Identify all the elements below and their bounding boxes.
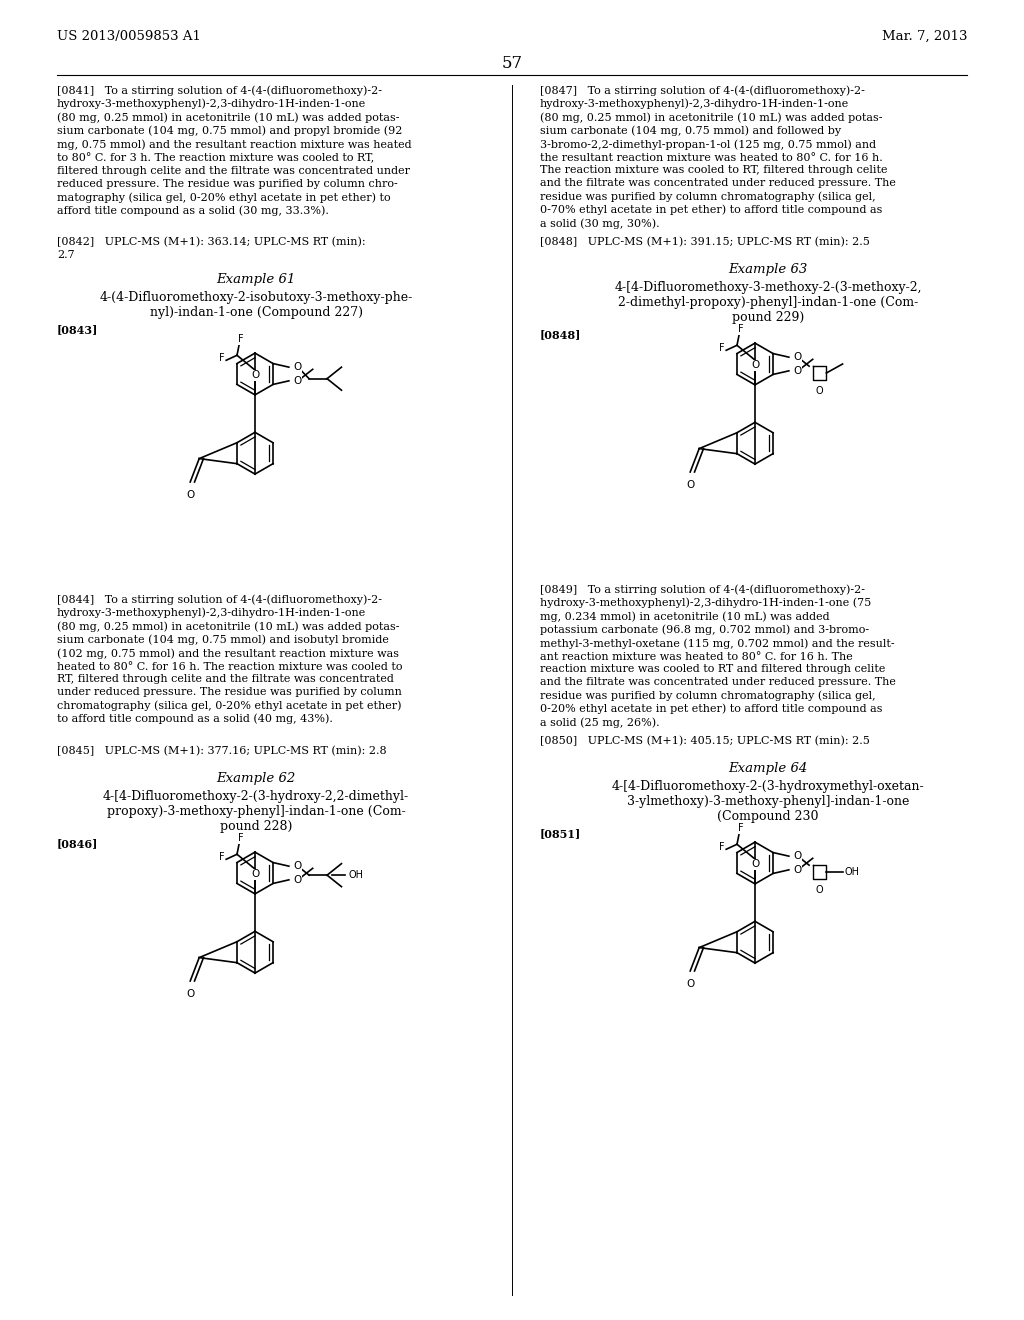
Text: O: O xyxy=(293,875,301,884)
Text: nyl)-indan-1-one (Compound 227): nyl)-indan-1-one (Compound 227) xyxy=(150,306,362,319)
Text: F: F xyxy=(737,824,743,833)
Text: O: O xyxy=(793,366,801,376)
Text: Mar. 7, 2013: Mar. 7, 2013 xyxy=(882,30,967,44)
Text: F: F xyxy=(238,334,244,345)
Text: O: O xyxy=(751,360,759,370)
Text: O: O xyxy=(793,851,801,861)
Text: [0844]   To a stirring solution of 4-(4-(difluoromethoxy)-2-
hydroxy-3-methoxyph: [0844] To a stirring solution of 4-(4-(d… xyxy=(57,594,402,725)
Text: [0848]   UPLC-MS (M+1): 391.15; UPLC-MS RT (min): 2.5: [0848] UPLC-MS (M+1): 391.15; UPLC-MS RT… xyxy=(540,238,869,247)
Text: O: O xyxy=(751,859,759,869)
Text: F: F xyxy=(737,325,743,334)
Text: (Compound 230: (Compound 230 xyxy=(717,810,819,822)
Text: OH: OH xyxy=(349,870,364,880)
Text: 4-[4-Difluoromethoxy-2-(3-hydroxymethyl-oxetan-: 4-[4-Difluoromethoxy-2-(3-hydroxymethyl-… xyxy=(611,780,925,793)
Text: O: O xyxy=(293,362,301,372)
Text: O: O xyxy=(186,490,195,500)
Text: F: F xyxy=(219,354,224,363)
Text: O: O xyxy=(293,376,301,385)
Text: [0845]   UPLC-MS (M+1): 377.16; UPLC-MS RT (min): 2.8: [0845] UPLC-MS (M+1): 377.16; UPLC-MS RT… xyxy=(57,746,387,756)
Text: 2-dimethyl-propoxy)-phenyl]-indan-1-one (Com-: 2-dimethyl-propoxy)-phenyl]-indan-1-one … xyxy=(617,296,919,309)
Text: O: O xyxy=(686,480,694,490)
Text: pound 229): pound 229) xyxy=(732,312,804,323)
Text: [0851]: [0851] xyxy=(540,828,582,840)
Text: F: F xyxy=(719,343,724,354)
Text: F: F xyxy=(219,853,224,862)
Text: 4-[4-Difluoromethoxy-3-methoxy-2-(3-methoxy-2,: 4-[4-Difluoromethoxy-3-methoxy-2-(3-meth… xyxy=(614,281,922,294)
Text: [0843]: [0843] xyxy=(57,323,98,335)
Text: Example 64: Example 64 xyxy=(728,762,808,775)
Text: O: O xyxy=(793,352,801,362)
Text: OH: OH xyxy=(845,867,859,876)
Text: O: O xyxy=(686,979,694,989)
Text: [0842]   UPLC-MS (M+1): 363.14; UPLC-MS RT (min):
2.7: [0842] UPLC-MS (M+1): 363.14; UPLC-MS RT… xyxy=(57,238,366,260)
Text: [0846]: [0846] xyxy=(57,838,98,849)
Text: US 2013/0059853 A1: US 2013/0059853 A1 xyxy=(57,30,201,44)
Text: O: O xyxy=(293,861,301,871)
Text: O: O xyxy=(816,385,823,396)
Text: [0841]   To a stirring solution of 4-(4-(difluoromethoxy)-2-
hydroxy-3-methoxyph: [0841] To a stirring solution of 4-(4-(d… xyxy=(57,84,412,216)
Text: 4-(4-Difluoromethoxy-2-isobutoxy-3-methoxy-phe-: 4-(4-Difluoromethoxy-2-isobutoxy-3-metho… xyxy=(99,290,413,304)
Text: Example 63: Example 63 xyxy=(728,263,808,276)
Text: O: O xyxy=(251,370,259,380)
Text: F: F xyxy=(719,842,724,853)
Text: Example 61: Example 61 xyxy=(216,273,296,286)
Text: F: F xyxy=(238,833,244,843)
Text: 3-ylmethoxy)-3-methoxy-phenyl]-indan-1-one: 3-ylmethoxy)-3-methoxy-phenyl]-indan-1-o… xyxy=(627,795,909,808)
Text: O: O xyxy=(793,865,801,875)
Text: O: O xyxy=(816,884,823,895)
Text: 4-[4-Difluoromethoxy-2-(3-hydroxy-2,2-dimethyl-: 4-[4-Difluoromethoxy-2-(3-hydroxy-2,2-di… xyxy=(103,789,409,803)
Text: 57: 57 xyxy=(502,55,522,73)
Text: propoxy)-3-methoxy-phenyl]-indan-1-one (Com-: propoxy)-3-methoxy-phenyl]-indan-1-one (… xyxy=(106,805,406,818)
Text: O: O xyxy=(251,869,259,879)
Text: [0847]   To a stirring solution of 4-(4-(difluoromethoxy)-2-
hydroxy-3-methoxyph: [0847] To a stirring solution of 4-(4-(d… xyxy=(540,84,896,228)
Text: [0849]   To a stirring solution of 4-(4-(difluoromethoxy)-2-
hydroxy-3-methoxyph: [0849] To a stirring solution of 4-(4-(d… xyxy=(540,583,896,727)
Text: O: O xyxy=(186,989,195,999)
Text: [0848]: [0848] xyxy=(540,329,582,341)
Text: [0850]   UPLC-MS (M+1): 405.15; UPLC-MS RT (min): 2.5: [0850] UPLC-MS (M+1): 405.15; UPLC-MS RT… xyxy=(540,737,869,746)
Text: Example 62: Example 62 xyxy=(216,772,296,785)
Text: pound 228): pound 228) xyxy=(220,820,292,833)
